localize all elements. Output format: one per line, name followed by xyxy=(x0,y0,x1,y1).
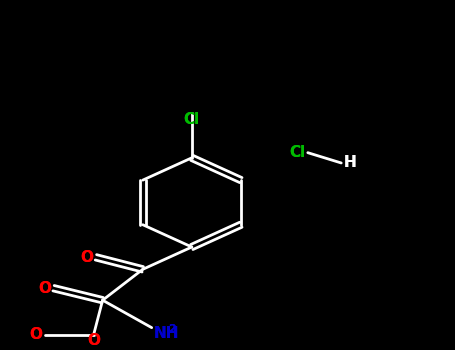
Text: Cl: Cl xyxy=(184,112,200,126)
Text: NH: NH xyxy=(154,326,179,341)
Text: Cl: Cl xyxy=(289,145,306,160)
Text: O: O xyxy=(87,333,100,348)
Circle shape xyxy=(333,154,350,172)
Text: 2: 2 xyxy=(167,324,175,334)
Text: O: O xyxy=(38,281,51,296)
Text: O: O xyxy=(30,327,42,342)
Circle shape xyxy=(36,326,53,343)
Text: O: O xyxy=(81,250,94,265)
Circle shape xyxy=(299,144,317,161)
Circle shape xyxy=(45,279,62,297)
Circle shape xyxy=(183,104,201,122)
Text: O: O xyxy=(30,327,42,342)
Circle shape xyxy=(143,319,161,336)
Circle shape xyxy=(85,326,102,343)
Circle shape xyxy=(87,248,105,266)
Text: O: O xyxy=(38,281,51,296)
Text: O: O xyxy=(87,333,100,348)
Text: Cl: Cl xyxy=(289,145,306,160)
Text: H: H xyxy=(344,155,356,170)
Text: 2: 2 xyxy=(167,324,175,334)
Text: NH: NH xyxy=(154,326,179,341)
Text: Cl: Cl xyxy=(184,112,200,126)
Text: H: H xyxy=(344,155,356,170)
Text: O: O xyxy=(81,250,94,265)
